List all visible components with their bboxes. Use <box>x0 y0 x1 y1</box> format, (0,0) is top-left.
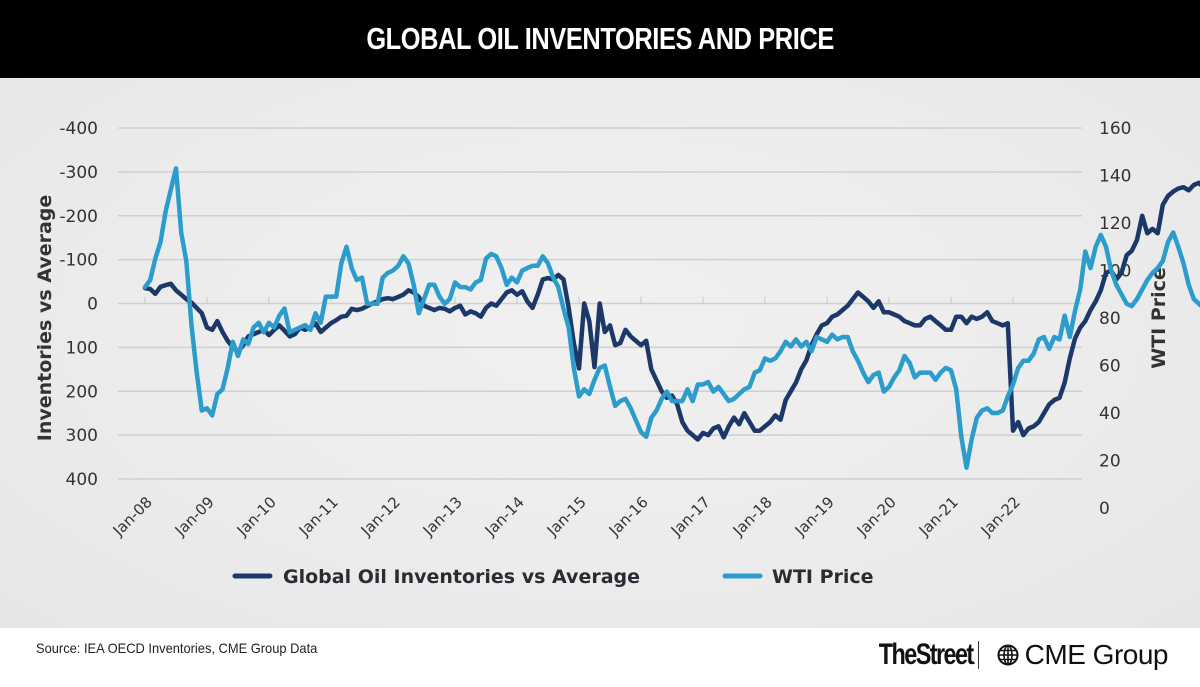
x-tick-label: Jan-20 <box>853 493 900 540</box>
x-tick-label: Jan-09 <box>171 493 218 540</box>
cme-group-logo: CME Group <box>1024 639 1169 670</box>
chart-panel: -400 -300 -200 -100 0 100 200 300 400 160 140 120 1… <box>0 78 1200 628</box>
right-tick-label: 60 <box>1099 357 1121 377</box>
right-tick-label: 40 <box>1099 404 1121 424</box>
x-tick-label: Jan-12 <box>357 493 404 540</box>
legend-label-wti: WTI Price <box>772 566 874 588</box>
left-tick-label: 0 <box>87 295 98 315</box>
series-line-wti <box>142 166 1200 470</box>
right-tick-label: 160 <box>1099 119 1131 139</box>
x-tick-label: Jan-16 <box>605 493 652 540</box>
left-tick-label: -200 <box>59 207 98 227</box>
left-tick-label: 400 <box>66 470 98 490</box>
right-tick-label: 120 <box>1099 214 1131 234</box>
x-tick-label: Jan-22 <box>977 493 1024 540</box>
x-tick-label: Jan-21 <box>915 493 962 540</box>
left-tick-label: 300 <box>66 426 98 446</box>
left-tick-label: -100 <box>59 251 98 271</box>
x-tick-label: Jan-15 <box>543 493 590 540</box>
x-tick-label: Jan-13 <box>419 493 466 540</box>
legend-label-inventories: Global Oil Inventories vs Average <box>283 566 640 588</box>
thestreet-logo-dot: . <box>972 653 976 667</box>
right-tick-label: 0 <box>1099 499 1110 519</box>
right-tick-label: 80 <box>1099 309 1121 329</box>
thestreet-logo-text: TheStreet <box>878 638 974 671</box>
left-tick-label: 200 <box>66 382 98 402</box>
left-axis-ticks: -400 -300 -200 -100 0 100 200 300 400 <box>59 119 98 490</box>
x-tick-label: Jan-19 <box>791 493 838 540</box>
left-tick-label: -300 <box>59 163 98 183</box>
series-lines <box>142 166 1200 470</box>
x-tick-label: Jan-11 <box>295 493 342 540</box>
x-axis-ticks: Jan-08 Jan-09 Jan-10 Jan-11 Jan-12 Jan-13 Jan-… <box>109 493 1024 540</box>
globe-icon <box>997 644 1019 666</box>
logo-divider <box>977 641 979 669</box>
source-note: Source: IEA OECD Inventories, CME Group … <box>36 640 318 656</box>
x-tick-label: Jan-17 <box>667 493 714 540</box>
x-tick-label: Jan-08 <box>109 493 156 540</box>
chart: -400 -300 -200 -100 0 100 200 300 400 160 140 120 1… <box>34 119 1200 588</box>
legend: Global Oil Inventories vs Average WTI Pr… <box>232 566 874 588</box>
left-axis-title: Inventories vs Average <box>34 195 56 442</box>
left-tick-label: 100 <box>66 338 98 358</box>
right-axis-title: WTI Price <box>1148 267 1170 369</box>
footer: Source: IEA OECD Inventories, CME Group … <box>0 628 1200 687</box>
x-tick-label: Jan-10 <box>233 493 280 540</box>
x-tick-label: Jan-14 <box>481 493 528 540</box>
left-tick-label: -400 <box>59 119 98 139</box>
logos: TheStreet. CME Group <box>852 638 1169 672</box>
right-tick-label: 20 <box>1099 452 1121 472</box>
thestreet-logo: TheStreet. <box>878 638 976 672</box>
right-tick-label: 140 <box>1099 167 1131 187</box>
chart-title: GLOBAL OIL INVENTORIES AND PRICE <box>366 21 834 56</box>
title-bar: GLOBAL OIL INVENTORIES AND PRICE <box>0 0 1200 78</box>
x-tick-label: Jan-18 <box>729 493 776 540</box>
